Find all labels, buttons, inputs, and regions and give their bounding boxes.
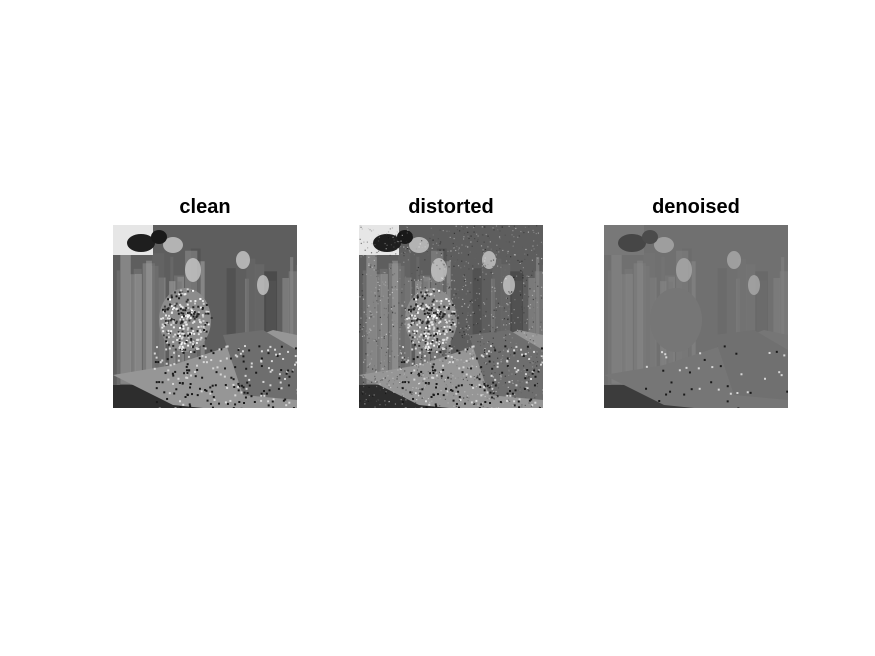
image-denoised bbox=[604, 225, 788, 408]
panel-title-distorted: distorted bbox=[408, 196, 494, 218]
image-clean bbox=[113, 225, 297, 408]
panel-title-clean: clean bbox=[179, 196, 231, 218]
panel-title-denoised: denoised bbox=[652, 196, 740, 218]
panel-clean: clean bbox=[113, 190, 297, 408]
image-distorted bbox=[359, 225, 543, 408]
panel-denoised: denoised bbox=[604, 190, 788, 408]
panel-distorted: distorted bbox=[359, 190, 543, 408]
